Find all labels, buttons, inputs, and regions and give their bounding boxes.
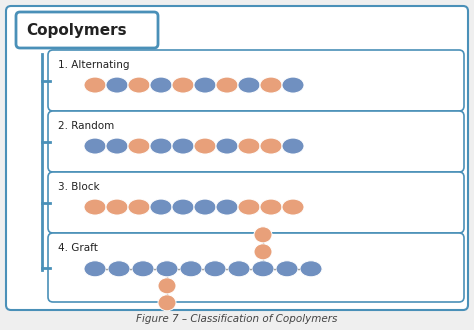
FancyBboxPatch shape (48, 172, 464, 233)
FancyBboxPatch shape (48, 50, 464, 111)
Ellipse shape (238, 199, 260, 215)
Ellipse shape (252, 261, 274, 277)
Ellipse shape (180, 261, 202, 277)
Ellipse shape (172, 199, 194, 215)
Ellipse shape (172, 77, 194, 93)
Ellipse shape (172, 138, 194, 154)
Ellipse shape (150, 199, 172, 215)
Ellipse shape (84, 77, 106, 93)
Ellipse shape (216, 138, 238, 154)
Ellipse shape (106, 138, 128, 154)
Ellipse shape (204, 261, 226, 277)
FancyBboxPatch shape (48, 111, 464, 172)
Ellipse shape (84, 138, 106, 154)
Ellipse shape (254, 244, 272, 260)
Ellipse shape (128, 199, 150, 215)
Ellipse shape (106, 77, 128, 93)
Ellipse shape (158, 295, 176, 311)
Ellipse shape (300, 261, 322, 277)
Ellipse shape (260, 199, 282, 215)
Text: Figure 7 – Classification of Copolymers: Figure 7 – Classification of Copolymers (137, 314, 337, 324)
Ellipse shape (282, 138, 304, 154)
Text: 2. Random: 2. Random (58, 121, 114, 131)
Ellipse shape (84, 199, 106, 215)
Ellipse shape (158, 278, 176, 294)
Ellipse shape (194, 138, 216, 154)
Ellipse shape (156, 261, 178, 277)
Ellipse shape (216, 77, 238, 93)
Ellipse shape (228, 261, 250, 277)
Ellipse shape (238, 77, 260, 93)
Ellipse shape (84, 261, 106, 277)
Ellipse shape (106, 199, 128, 215)
Ellipse shape (276, 261, 298, 277)
Ellipse shape (150, 77, 172, 93)
Ellipse shape (216, 199, 238, 215)
Text: 4. Graft: 4. Graft (58, 243, 98, 253)
Ellipse shape (254, 227, 272, 243)
Text: 1. Alternating: 1. Alternating (58, 60, 129, 70)
Ellipse shape (128, 77, 150, 93)
Ellipse shape (194, 199, 216, 215)
FancyBboxPatch shape (16, 12, 158, 48)
Text: 3. Block: 3. Block (58, 182, 100, 192)
Ellipse shape (282, 199, 304, 215)
Ellipse shape (150, 138, 172, 154)
Ellipse shape (260, 138, 282, 154)
Ellipse shape (194, 77, 216, 93)
Ellipse shape (108, 261, 130, 277)
Ellipse shape (282, 77, 304, 93)
Ellipse shape (238, 138, 260, 154)
Ellipse shape (132, 261, 154, 277)
Ellipse shape (260, 77, 282, 93)
Text: Copolymers: Copolymers (26, 22, 127, 38)
FancyBboxPatch shape (6, 6, 468, 310)
FancyBboxPatch shape (48, 233, 464, 302)
Ellipse shape (128, 138, 150, 154)
